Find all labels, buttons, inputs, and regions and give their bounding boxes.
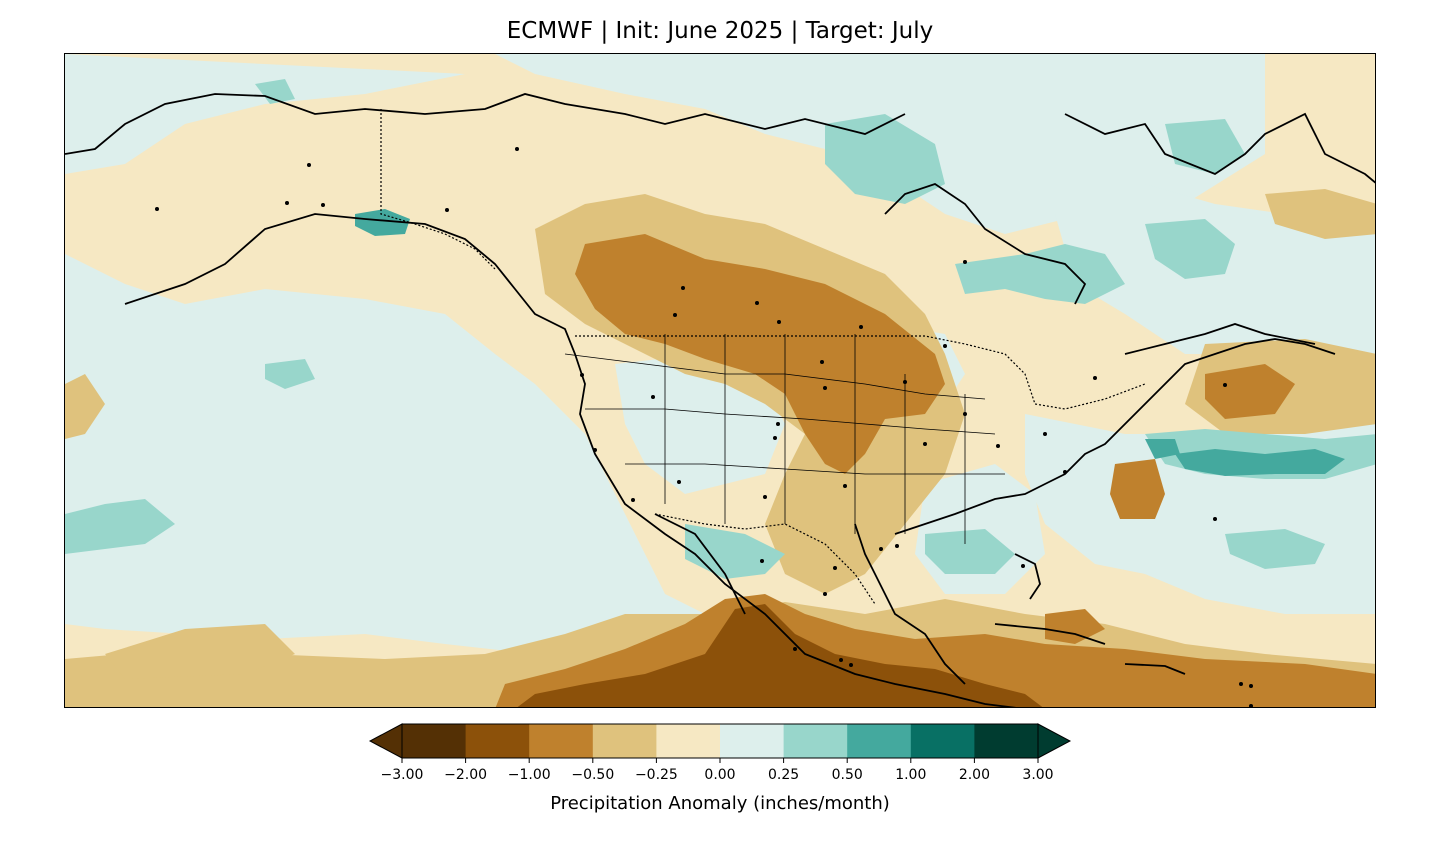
anomaly-teal-regions	[65, 79, 1375, 579]
colorbar-tick-label: 0.00	[704, 767, 735, 783]
colorbar-tick-label: −3.00	[381, 767, 424, 783]
colorbar-bin	[974, 724, 1039, 758]
colorbar-tick-label: 0.25	[768, 767, 799, 783]
colorbar-bin	[656, 724, 721, 758]
colorbar-tick-label: 3.00	[1022, 767, 1053, 783]
colorbar-extend-min	[368, 723, 403, 759]
colorbar-tick-label: 2.00	[959, 767, 990, 783]
colorbar-bin	[592, 724, 657, 758]
coastlines	[65, 93, 1375, 707]
country-borders	[380, 109, 1146, 605]
map-canvas	[65, 54, 1375, 707]
colorbar-label: Precipitation Anomaly (inches/month)	[550, 793, 890, 814]
colorbar-bins	[368, 723, 1072, 759]
colorbar-bin	[529, 724, 594, 758]
colorbar-bin	[847, 724, 912, 758]
colorbar-bin	[910, 724, 975, 758]
colorbar-tick-label: −1.00	[508, 767, 551, 783]
colorbar: −3.00 −2.00 −1.00 −0.50 −0.25 0.00 0.25 0.50 1.0…	[368, 723, 1072, 783]
colorbar-tick-label: −2.00	[444, 767, 487, 783]
colorbar-bin	[465, 724, 530, 758]
colorbar-tick-label: 1.00	[895, 767, 926, 783]
colorbar-tick-label: −0.25	[635, 767, 678, 783]
colorbar-ticks: −3.00 −2.00 −1.00 −0.50 −0.25 0.00 0.25 0.50 1.0…	[381, 758, 1054, 783]
anomaly-map	[64, 53, 1376, 708]
colorbar-tick-label: −0.50	[571, 767, 614, 783]
city-dots	[155, 147, 1253, 707]
chart-title: ECMWF | Init: June 2025 | Target: July	[506, 18, 934, 44]
colorbar-bin	[720, 724, 785, 758]
colorbar-bin	[783, 724, 848, 758]
colorbar-extend-max	[1037, 723, 1072, 759]
us-state-borders	[564, 334, 1005, 544]
colorbar-tick-label: 0.50	[832, 767, 863, 783]
anomaly-dark-teal-regions	[355, 209, 1345, 476]
colorbar-bin	[402, 724, 467, 758]
anomaly-dark-brown-regions	[517, 604, 1043, 707]
